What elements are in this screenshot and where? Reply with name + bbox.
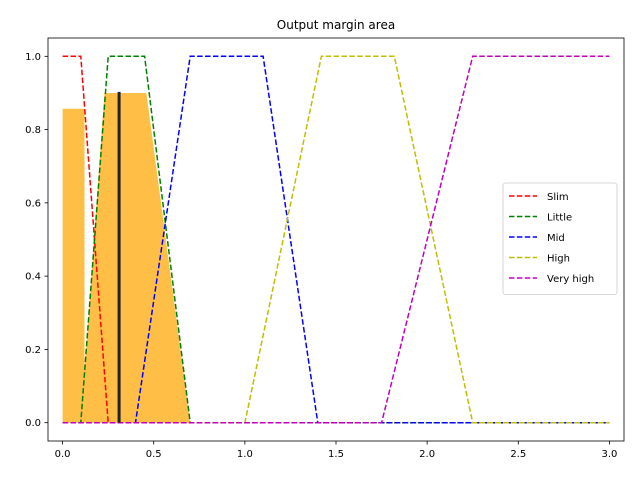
y-tick-label: 0.6 [25,198,41,209]
y-tick-label: 0.0 [25,418,41,429]
y-tick-label: 0.4 [25,272,41,283]
series-line-very-high [62,55,610,424]
x-tick-label: 0.0 [55,449,71,460]
series-line-little [62,55,610,424]
x-tick-label: 1.0 [237,449,253,460]
chart-title: Output margin area [277,18,395,32]
x-tick-label: 2.0 [419,449,435,460]
x-tick-label: 2.5 [510,449,526,460]
legend-label: Slim [547,192,569,203]
legend-box [502,182,618,295]
x-tick-label: 3.0 [601,449,617,460]
legend-label: Mid [547,233,565,244]
legend-label: High [547,254,570,265]
y-tick-label: 0.8 [25,125,41,136]
x-tick-label: 1.5 [328,449,344,460]
y-tick-label: 1.0 [25,52,41,63]
y-tick-label: 0.2 [25,345,41,356]
filled-output-area [62,93,191,423]
axes-group: 0.0 0.5 1.0 1.5 2.0 2.5 3.0 0.0 0.2 0.4 0.6 0.8 1.0 [25,37,625,460]
series-group [62,55,610,424]
legend-label: Very high [547,274,594,285]
filled-area-group [62,93,191,423]
legend: Slim Little Mid High Very high [502,182,618,295]
x-tick-label: 0.5 [146,449,162,460]
legend-label: Little [547,213,572,224]
